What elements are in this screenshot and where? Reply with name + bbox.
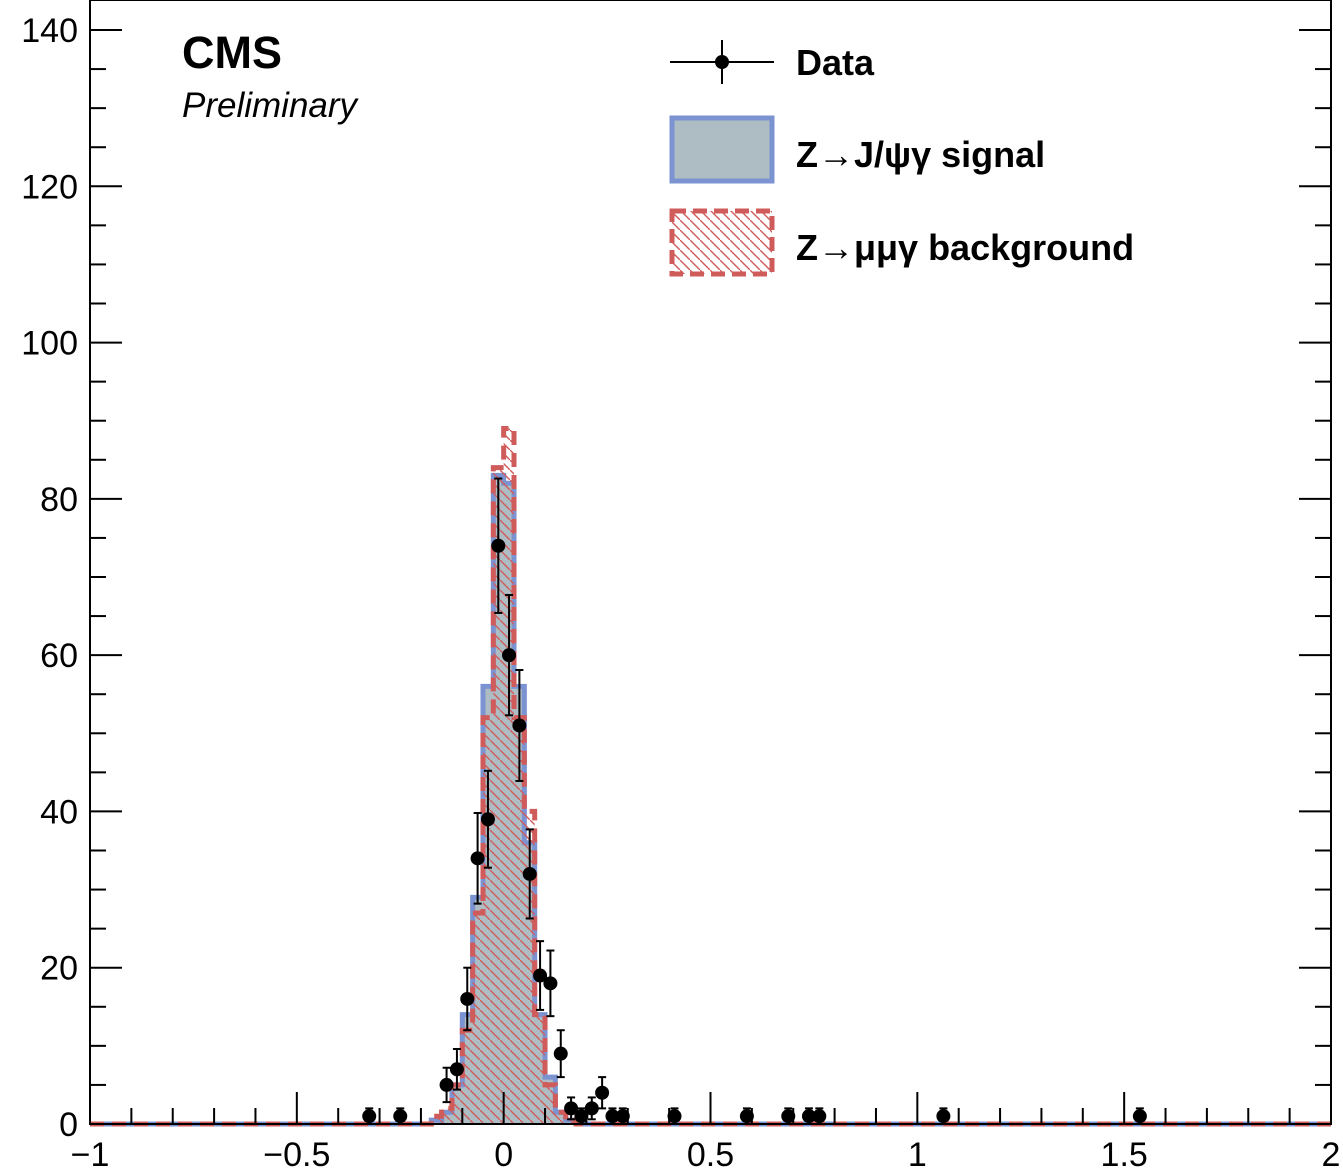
data-marker bbox=[812, 1109, 827, 1124]
legend-signal-label: Z→J/ψγ signal bbox=[796, 134, 1045, 175]
y-axis-ticks: 0 20 40 60 80 100 120 140 bbox=[21, 12, 1331, 1144]
y-tick-label: 20 bbox=[40, 950, 78, 988]
data-marker bbox=[449, 1062, 464, 1077]
data-point bbox=[470, 811, 485, 905]
data-marker bbox=[470, 851, 485, 866]
experiment-label: CMS bbox=[182, 27, 282, 78]
data-marker bbox=[564, 1101, 579, 1116]
data-marker bbox=[936, 1109, 951, 1124]
data-point bbox=[449, 1047, 464, 1091]
data-marker bbox=[480, 812, 495, 827]
legend-background-swatch bbox=[669, 208, 775, 277]
legend-data-label: Data bbox=[796, 42, 875, 83]
data-marker bbox=[595, 1085, 610, 1100]
data-marker bbox=[393, 1109, 408, 1124]
signal-histogram-layer bbox=[90, 472, 1331, 1127]
background-histogram-hatch bbox=[90, 428, 1331, 1124]
y-tick-label: 80 bbox=[40, 481, 78, 519]
data-marker bbox=[801, 1109, 816, 1124]
data-marker bbox=[553, 1046, 568, 1061]
data-marker bbox=[522, 866, 537, 881]
data-marker bbox=[439, 1077, 454, 1092]
legend-background-label: Z→μμγ background bbox=[796, 227, 1134, 268]
data-marker bbox=[512, 718, 527, 733]
data-marker bbox=[584, 1101, 599, 1116]
legend-signal-swatch bbox=[669, 115, 775, 184]
legend: Data Z→J/ψγ signal Z→μμγ background bbox=[669, 40, 1134, 277]
y-tick-label: 100 bbox=[21, 325, 78, 363]
data-point bbox=[584, 1096, 599, 1121]
y-tick-label: 120 bbox=[21, 168, 78, 206]
x-axis-ticks: −1 −0.5 0 0.5 1 1.5 2 bbox=[71, 1092, 1341, 1174]
x-tick-label: 2 bbox=[1322, 1136, 1341, 1171]
background-histogram-outline bbox=[90, 426, 1331, 1127]
data-point bbox=[543, 949, 558, 1018]
data-point bbox=[533, 940, 548, 1011]
data-point bbox=[491, 477, 506, 614]
y-tick-label: 140 bbox=[21, 12, 78, 50]
data-point bbox=[480, 769, 495, 869]
data-point bbox=[781, 1107, 796, 1125]
x-tick-label: 0 bbox=[494, 1136, 513, 1171]
data-marker bbox=[491, 538, 506, 553]
data-marker bbox=[533, 968, 548, 983]
legend-entry-signal: Z→J/ψγ signal bbox=[669, 115, 1045, 184]
data-marker bbox=[739, 1109, 754, 1124]
x-tick-label: 1 bbox=[908, 1136, 927, 1171]
data-point bbox=[522, 828, 537, 920]
x-tick-label: 1.5 bbox=[1101, 1136, 1148, 1171]
y-tick-label: 40 bbox=[40, 793, 78, 831]
data-point bbox=[812, 1107, 827, 1125]
data-marker bbox=[605, 1109, 620, 1124]
x-tick-label: −1 bbox=[71, 1136, 110, 1171]
data-marker bbox=[362, 1109, 377, 1124]
data-point bbox=[553, 1029, 568, 1079]
legend-data-marker bbox=[715, 55, 729, 69]
data-marker bbox=[781, 1109, 796, 1124]
data-marker bbox=[615, 1109, 630, 1124]
y-tick-label: 60 bbox=[40, 637, 78, 675]
data-marker bbox=[667, 1109, 682, 1124]
y-tick-label: 0 bbox=[59, 1106, 78, 1144]
signal-histogram-fill bbox=[90, 475, 1331, 1124]
legend-entry-background: Z→μμγ background bbox=[669, 208, 1134, 277]
data-point bbox=[439, 1066, 454, 1104]
data-marker bbox=[460, 991, 475, 1006]
data-point bbox=[502, 593, 517, 717]
data-marker bbox=[502, 648, 517, 663]
data-marker bbox=[543, 976, 558, 991]
signal-histogram-outline bbox=[90, 472, 1331, 1127]
legend-entry-data: Data bbox=[670, 40, 875, 84]
data-marker bbox=[574, 1109, 589, 1124]
data-marker bbox=[1132, 1109, 1147, 1124]
data-point bbox=[595, 1076, 610, 1110]
x-tick-label: 0.5 bbox=[687, 1136, 734, 1171]
data-point bbox=[512, 668, 527, 782]
data-point bbox=[564, 1096, 579, 1121]
data-point bbox=[393, 1107, 408, 1125]
data-point bbox=[460, 966, 475, 1032]
background-histogram-layer bbox=[90, 426, 1331, 1127]
status-label: Preliminary bbox=[182, 86, 360, 125]
x-tick-label: −0.5 bbox=[263, 1136, 330, 1171]
